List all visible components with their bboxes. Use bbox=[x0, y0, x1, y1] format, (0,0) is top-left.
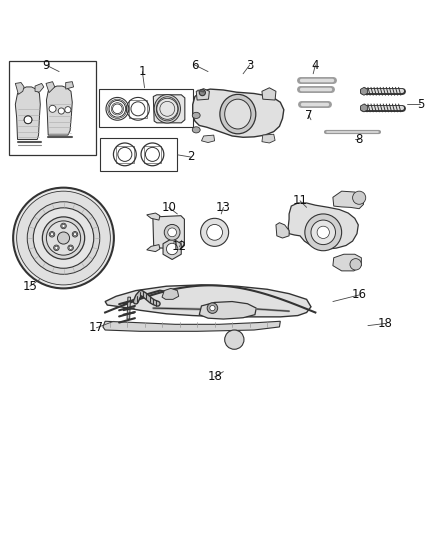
Polygon shape bbox=[15, 87, 40, 140]
Polygon shape bbox=[15, 83, 24, 94]
Circle shape bbox=[49, 106, 56, 112]
Circle shape bbox=[350, 259, 361, 270]
Text: 16: 16 bbox=[352, 288, 367, 302]
Bar bbox=[9, 61, 96, 155]
Text: 17: 17 bbox=[89, 321, 104, 334]
Circle shape bbox=[164, 224, 180, 240]
Polygon shape bbox=[199, 302, 256, 319]
Text: 6: 6 bbox=[191, 59, 199, 71]
Polygon shape bbox=[201, 135, 215, 142]
Text: 2: 2 bbox=[187, 150, 194, 164]
Circle shape bbox=[353, 191, 366, 204]
Polygon shape bbox=[360, 104, 367, 112]
Polygon shape bbox=[360, 87, 367, 95]
Circle shape bbox=[166, 243, 178, 255]
Circle shape bbox=[68, 245, 74, 251]
Circle shape bbox=[317, 226, 329, 238]
Circle shape bbox=[53, 245, 59, 251]
Text: 8: 8 bbox=[356, 133, 363, 146]
Text: 10: 10 bbox=[161, 201, 176, 214]
Ellipse shape bbox=[192, 127, 200, 133]
Text: 1: 1 bbox=[138, 65, 146, 78]
Circle shape bbox=[69, 246, 72, 249]
Ellipse shape bbox=[154, 94, 180, 123]
Circle shape bbox=[210, 305, 215, 311]
Polygon shape bbox=[103, 321, 280, 332]
Circle shape bbox=[65, 107, 71, 113]
Circle shape bbox=[62, 224, 65, 228]
Circle shape bbox=[74, 233, 77, 236]
Ellipse shape bbox=[192, 112, 200, 118]
Polygon shape bbox=[288, 203, 358, 249]
Circle shape bbox=[207, 224, 223, 240]
Polygon shape bbox=[162, 288, 179, 300]
Circle shape bbox=[207, 303, 218, 313]
Bar bbox=[99, 88, 193, 127]
Text: 11: 11 bbox=[293, 195, 307, 207]
Polygon shape bbox=[163, 238, 181, 260]
Circle shape bbox=[199, 90, 205, 96]
Polygon shape bbox=[127, 297, 131, 319]
Polygon shape bbox=[193, 89, 284, 138]
Polygon shape bbox=[333, 254, 361, 271]
Circle shape bbox=[55, 246, 58, 249]
Circle shape bbox=[311, 220, 336, 245]
Polygon shape bbox=[147, 213, 160, 220]
Polygon shape bbox=[35, 84, 44, 92]
Polygon shape bbox=[196, 88, 209, 100]
Circle shape bbox=[305, 214, 342, 251]
Circle shape bbox=[57, 232, 70, 244]
Text: 12: 12 bbox=[172, 240, 187, 253]
Text: 3: 3 bbox=[246, 59, 253, 71]
Text: 18: 18 bbox=[378, 317, 393, 330]
Polygon shape bbox=[46, 86, 72, 135]
Circle shape bbox=[58, 108, 64, 114]
Circle shape bbox=[17, 191, 110, 285]
Circle shape bbox=[27, 202, 100, 274]
Circle shape bbox=[33, 208, 94, 268]
Text: 4: 4 bbox=[311, 59, 319, 71]
Polygon shape bbox=[153, 95, 185, 123]
Circle shape bbox=[61, 223, 66, 229]
Polygon shape bbox=[105, 285, 311, 317]
Text: 5: 5 bbox=[417, 98, 424, 111]
Text: 9: 9 bbox=[42, 59, 50, 71]
Circle shape bbox=[49, 231, 55, 237]
Polygon shape bbox=[262, 88, 276, 100]
Polygon shape bbox=[66, 82, 74, 89]
Circle shape bbox=[24, 116, 32, 124]
Ellipse shape bbox=[156, 97, 178, 121]
Circle shape bbox=[72, 231, 78, 237]
Text: 7: 7 bbox=[305, 109, 313, 122]
Circle shape bbox=[201, 219, 229, 246]
Text: 15: 15 bbox=[22, 280, 37, 293]
Text: 18: 18 bbox=[207, 370, 222, 383]
Bar bbox=[100, 138, 177, 171]
Circle shape bbox=[42, 217, 85, 259]
Polygon shape bbox=[46, 82, 55, 93]
Polygon shape bbox=[153, 216, 184, 249]
Polygon shape bbox=[262, 134, 275, 143]
Bar bbox=[116, 146, 134, 163]
Ellipse shape bbox=[225, 99, 251, 129]
Bar bbox=[144, 146, 161, 163]
Circle shape bbox=[50, 233, 53, 236]
Circle shape bbox=[13, 188, 114, 288]
Circle shape bbox=[225, 330, 244, 349]
Circle shape bbox=[46, 221, 81, 255]
Polygon shape bbox=[276, 223, 289, 238]
Ellipse shape bbox=[220, 94, 256, 134]
Text: 13: 13 bbox=[216, 201, 231, 214]
Polygon shape bbox=[147, 245, 160, 252]
Circle shape bbox=[168, 228, 177, 237]
Bar bbox=[129, 100, 147, 118]
Polygon shape bbox=[333, 191, 364, 209]
